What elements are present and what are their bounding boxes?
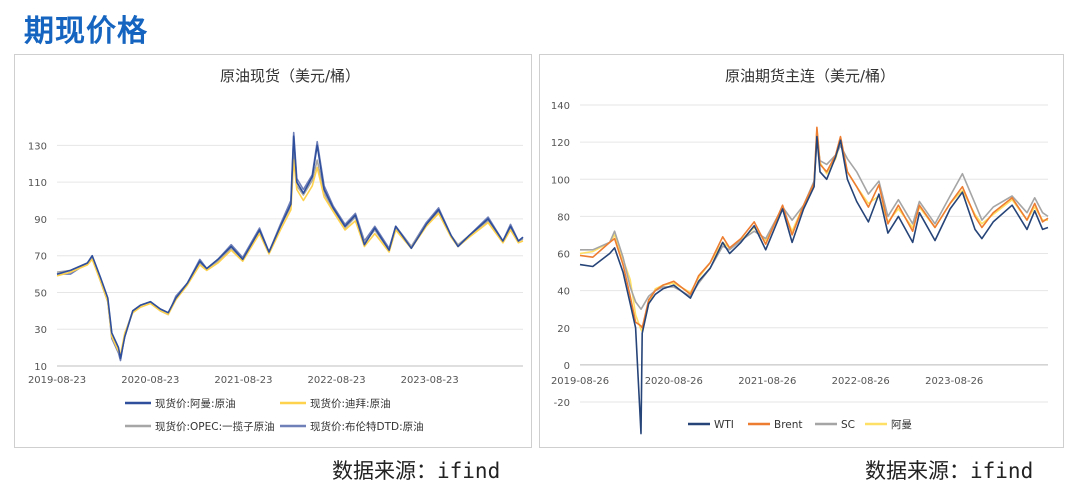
x-tick-label: 2022-08-26 xyxy=(832,376,890,387)
spot-price-chart-panel: 原油现货（美元/桶） 10 30 50 70 90 110 130 2019-08-23 2020… xyxy=(14,54,532,448)
page-heading: 期现价格 xyxy=(24,14,148,49)
series-line-1 xyxy=(579,135,1049,435)
y-tick-label: 80 xyxy=(557,212,570,223)
x-tick-label: 2020-08-23 xyxy=(121,375,179,386)
legend-label: 现货价:迪拜:原油 xyxy=(310,397,391,410)
y-tick-label: 70 xyxy=(34,252,47,263)
x-tick-label: 2021-08-23 xyxy=(214,375,272,386)
source-note-right: 数据来源：ifind xyxy=(865,459,1034,483)
x-tick-label: 2021-08-26 xyxy=(738,376,796,387)
legend-label: 现货价:阿曼:原油 xyxy=(155,397,236,410)
legend-label: 阿曼 xyxy=(891,419,912,431)
y-tick-label: 40 xyxy=(557,287,570,298)
series-line-1 xyxy=(56,135,524,360)
y-tick-label: 30 xyxy=(34,325,47,336)
series-line-2 xyxy=(579,126,1049,329)
legend-label: SC xyxy=(841,419,855,431)
y-tick-label: 100 xyxy=(551,175,570,186)
y-tick-label: 60 xyxy=(557,250,570,261)
y-tick-label: 110 xyxy=(28,178,47,189)
x-tick-label: 2023-08-26 xyxy=(925,376,983,387)
legend-label: 现货价:布伦特DTD:原油 xyxy=(310,420,424,433)
x-tick-label: 2019-08-23 xyxy=(28,375,86,386)
source-note-left: 数据来源：ifind xyxy=(332,459,501,483)
x-tick-label: 2022-08-23 xyxy=(307,375,365,386)
series-line-3 xyxy=(580,139,1049,310)
legend-label: 现货价:OPEC:一揽子原油 xyxy=(155,420,275,433)
series-line-2 xyxy=(56,159,524,356)
chart-title: 原油期货主连（美元/桶） xyxy=(725,67,895,85)
y-tick-label: 140 xyxy=(551,101,570,112)
x-tick-label: 2023-08-23 xyxy=(401,375,459,386)
legend-label: WTI xyxy=(714,419,734,431)
y-tick-label: -20 xyxy=(554,398,570,409)
y-tick-label: 20 xyxy=(557,324,570,335)
spot-price-chart: 原油现货（美元/桶） 10 30 50 70 90 110 130 2019-08-23 2020… xyxy=(28,67,524,433)
y-tick-label: 10 xyxy=(34,362,47,373)
x-tick-label: 2020-08-26 xyxy=(645,376,703,387)
y-tick-label: 130 xyxy=(28,141,47,152)
futures-price-chart: 原油期货主连（美元/桶） -20 0 20 40 60 80 100 120 140 2019-08… xyxy=(551,67,1049,435)
x-tick-label: 2019-08-26 xyxy=(551,376,609,387)
legend-label: Brent xyxy=(774,419,803,431)
y-tick-label: 90 xyxy=(34,215,47,226)
futures-price-chart-panel: 原油期货主连（美元/桶） -20 0 20 40 60 80 100 120 140 2019-08… xyxy=(539,54,1064,448)
chart-title: 原油现货（美元/桶） xyxy=(220,67,360,85)
y-tick-label: 120 xyxy=(551,138,570,149)
y-tick-label: 0 xyxy=(564,361,570,372)
y-tick-label: 50 xyxy=(34,288,47,299)
